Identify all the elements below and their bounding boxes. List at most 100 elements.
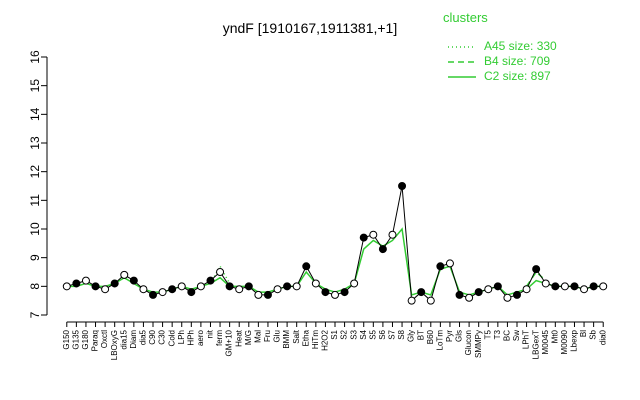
chart-title: yndF [1910167,1911381,+1] bbox=[223, 20, 398, 36]
y-tick-label: 7 bbox=[28, 311, 42, 318]
point bbox=[580, 285, 589, 294]
x-tick-label: S5 bbox=[368, 329, 377, 339]
legend-label: C2 size: 897 bbox=[484, 69, 551, 83]
point bbox=[101, 285, 110, 294]
point bbox=[426, 296, 435, 305]
x-tick-label: S7 bbox=[388, 329, 397, 339]
point bbox=[225, 282, 234, 291]
x-tick-label: BC bbox=[503, 330, 512, 341]
point bbox=[177, 282, 186, 291]
point bbox=[263, 290, 272, 299]
x-tick-label: SMMPy bbox=[474, 330, 483, 358]
y-tick-label: 8 bbox=[28, 283, 42, 290]
x-tick-label: G150 bbox=[62, 329, 71, 349]
x-tick-label: Oxctl bbox=[100, 330, 109, 348]
point bbox=[359, 233, 368, 242]
x-tick-label: dia15 bbox=[119, 329, 128, 349]
x-tick-label: dia5 bbox=[139, 329, 148, 345]
x-tick-label: C30 bbox=[158, 329, 167, 344]
x-tick-label: Cold bbox=[167, 330, 176, 346]
point bbox=[369, 230, 378, 239]
point bbox=[273, 285, 282, 294]
x-tick-label: S6 bbox=[378, 329, 387, 339]
point bbox=[72, 279, 81, 288]
point bbox=[570, 282, 579, 291]
legend-title: clusters bbox=[443, 10, 488, 25]
x-tick-label: S8 bbox=[397, 329, 406, 339]
point bbox=[340, 288, 349, 297]
x-tick-label: BT bbox=[416, 330, 425, 340]
x-tick-label: LPhT bbox=[522, 330, 531, 349]
x-tick-label: LBOxyG bbox=[110, 330, 119, 360]
point bbox=[532, 265, 541, 274]
x-tick-label: S2 bbox=[340, 329, 349, 339]
point bbox=[110, 279, 119, 288]
x-tick-label: LoTm bbox=[435, 330, 444, 351]
point bbox=[283, 282, 292, 291]
x-tick-label: Fru bbox=[263, 330, 272, 342]
x-tick-label: T3 bbox=[493, 329, 502, 339]
point bbox=[465, 293, 474, 302]
point bbox=[81, 276, 90, 285]
point bbox=[522, 285, 531, 294]
x-tick-label: Heat bbox=[234, 329, 243, 347]
point bbox=[244, 282, 253, 291]
y-tick-label: 12 bbox=[28, 165, 42, 179]
y-tick-label: 11 bbox=[28, 194, 42, 207]
point bbox=[455, 290, 464, 299]
x-tick-label: LPh bbox=[177, 330, 186, 344]
point bbox=[551, 282, 560, 291]
point bbox=[445, 259, 454, 268]
x-tick-label: B60 bbox=[426, 329, 435, 344]
point bbox=[388, 230, 397, 239]
x-tick-label: Gly bbox=[407, 330, 416, 342]
point bbox=[474, 288, 483, 297]
point bbox=[62, 282, 71, 291]
x-tick-label: Sw bbox=[512, 330, 521, 341]
point bbox=[513, 290, 521, 299]
point bbox=[350, 279, 359, 288]
x-tick-label: Glu bbox=[273, 330, 282, 342]
x-tick-label: S1 bbox=[330, 329, 339, 339]
point bbox=[302, 262, 311, 271]
point bbox=[129, 276, 138, 285]
point bbox=[292, 282, 301, 291]
point bbox=[196, 282, 205, 291]
x-tick-label: aero bbox=[196, 329, 205, 346]
x-tick-label: ferm bbox=[215, 330, 224, 346]
x-tick-label: dia0 bbox=[598, 329, 607, 345]
x-tick-label: Glucon bbox=[464, 330, 473, 355]
x-tick-label: Bl bbox=[579, 330, 588, 337]
x-tick-label: Pyr bbox=[445, 330, 454, 342]
x-tick-label: Mt0 bbox=[550, 329, 559, 343]
plot-area bbox=[57, 50, 612, 318]
point bbox=[436, 262, 445, 271]
point bbox=[235, 285, 244, 294]
x-tick-label: Salt bbox=[292, 329, 301, 344]
y-tick-label: 13 bbox=[28, 136, 42, 150]
point bbox=[407, 296, 416, 305]
x-tick-label: Gls bbox=[455, 330, 464, 342]
x-tick-label: M0045 bbox=[541, 329, 550, 354]
y-tick-label: 10 bbox=[28, 222, 42, 236]
x-tick-label: GM+10 bbox=[225, 329, 234, 356]
point bbox=[120, 270, 129, 279]
x-tick-label: G135 bbox=[71, 329, 80, 349]
point bbox=[493, 282, 502, 291]
x-tick-label: S4 bbox=[359, 329, 368, 339]
x-tick-label: C90 bbox=[148, 329, 157, 344]
x-tick-label: HPh bbox=[186, 330, 195, 346]
point bbox=[187, 288, 196, 297]
point bbox=[378, 245, 387, 254]
y-tick-label: 9 bbox=[28, 254, 42, 261]
y-tick-label: 15 bbox=[28, 79, 42, 93]
x-tick-label: Sb bbox=[589, 329, 598, 339]
x-tick-label: Lbexp bbox=[570, 329, 579, 351]
y-tick-label: 14 bbox=[28, 107, 42, 121]
x-tick-label: BMM bbox=[282, 330, 291, 349]
y-tick-label: 16 bbox=[28, 50, 42, 64]
x-tick-label: LBGexT bbox=[531, 330, 540, 359]
point bbox=[206, 276, 215, 285]
x-tick-label: S3 bbox=[349, 329, 358, 339]
